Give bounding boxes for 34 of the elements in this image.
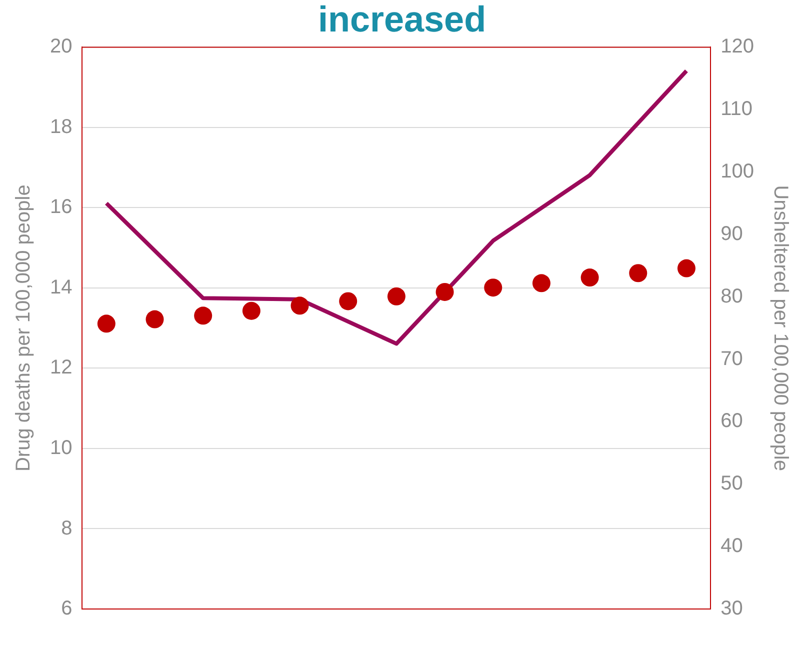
y2-tick-label: 50 — [720, 472, 743, 495]
y-tick-label: 8 — [61, 517, 72, 540]
point — [484, 278, 502, 297]
y2-tick-label: 30 — [720, 598, 743, 620]
y-tick-label: 16 — [50, 196, 72, 218]
chart-title: increased — [318, 0, 486, 40]
point — [580, 268, 599, 287]
y2-tick-label: 60 — [720, 410, 743, 432]
y-tick-label: 10 — [50, 437, 72, 459]
point — [97, 314, 116, 333]
point — [532, 274, 550, 292]
y2-tick-label: 100 — [720, 160, 754, 183]
y2-axis-title: Unsheltered per 100,000 people — [769, 185, 792, 471]
point — [339, 292, 358, 310]
y2-tick-label: 120 — [720, 36, 754, 58]
y-tick-label: 12 — [50, 356, 72, 379]
y-tick-label: 18 — [50, 116, 72, 138]
y2-tick-label: 40 — [720, 535, 743, 558]
point — [629, 264, 648, 282]
point — [146, 310, 164, 328]
y-tick-label: 6 — [61, 598, 72, 620]
y2-tick-label: 110 — [720, 98, 753, 120]
y2-tick-label: 70 — [720, 348, 743, 370]
y-tick-label: 20 — [50, 36, 72, 58]
y2-tick-label: 90 — [720, 222, 743, 245]
y-axis-title: Drug deaths per 100,000 people — [12, 184, 35, 472]
point — [194, 306, 212, 325]
point — [290, 296, 309, 315]
y2-tick-label: 80 — [720, 285, 743, 308]
point — [242, 302, 260, 320]
point — [677, 259, 696, 278]
point — [387, 287, 406, 306]
y-tick-label: 14 — [50, 276, 72, 298]
point — [436, 282, 454, 301]
